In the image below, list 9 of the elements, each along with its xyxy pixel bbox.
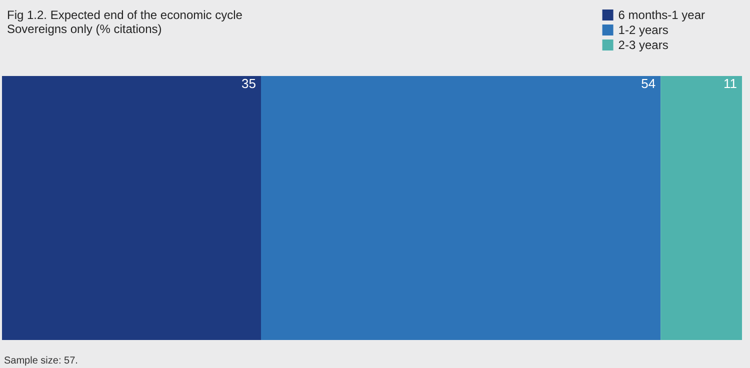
data-label: 11 [724,76,737,91]
data-label: 54 [641,76,656,91]
legend-label: 2-3 years [618,38,668,52]
legend-label: 1-2 years [618,23,668,37]
text: Sample size: 57. [4,356,78,366]
chart-title: Fig 1.2. Expected end of the economic cycle [7,8,243,22]
data-label: 35 [242,76,256,91]
chart-subtitle: Sovereigns only (% citations) [7,22,162,36]
legend-label: 6 months-1 year [618,8,706,22]
